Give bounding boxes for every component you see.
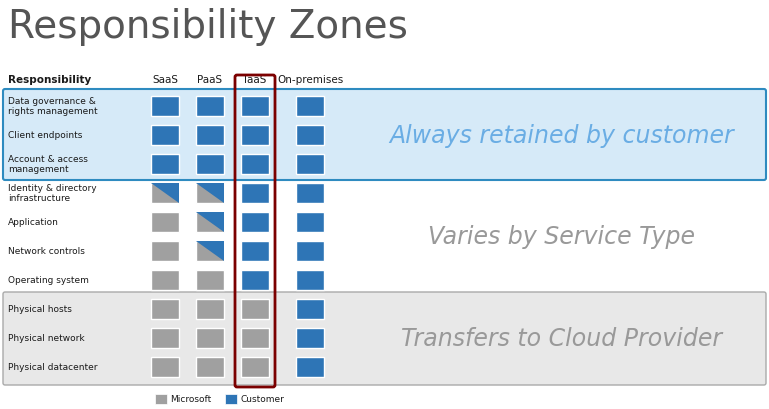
Bar xyxy=(196,96,224,116)
Text: IaaS: IaaS xyxy=(244,75,266,85)
Bar xyxy=(196,125,224,145)
Bar xyxy=(241,241,269,261)
Bar xyxy=(296,270,324,290)
Text: Physical hosts: Physical hosts xyxy=(8,304,72,313)
FancyBboxPatch shape xyxy=(3,90,766,180)
Bar xyxy=(155,394,167,404)
Text: Responsibility: Responsibility xyxy=(8,75,92,85)
Text: On-premises: On-premises xyxy=(277,75,343,85)
Bar xyxy=(225,394,237,404)
Bar xyxy=(151,328,179,348)
Bar xyxy=(241,328,269,348)
Bar xyxy=(151,299,179,319)
Text: Physical network: Physical network xyxy=(8,333,85,342)
Text: Identity & directory
infrastructure: Identity & directory infrastructure xyxy=(8,183,97,203)
Bar xyxy=(151,270,179,290)
Bar xyxy=(196,154,224,174)
Bar xyxy=(151,357,179,377)
Bar xyxy=(241,357,269,377)
Text: Always retained by customer: Always retained by customer xyxy=(390,123,734,147)
Bar xyxy=(296,328,324,348)
Text: Account & access
management: Account & access management xyxy=(8,155,88,174)
FancyBboxPatch shape xyxy=(3,292,766,385)
Bar xyxy=(151,183,179,203)
Polygon shape xyxy=(196,241,224,261)
Bar xyxy=(241,212,269,232)
Text: Physical datacenter: Physical datacenter xyxy=(8,362,98,371)
Bar xyxy=(151,125,179,145)
Bar xyxy=(241,270,269,290)
Bar xyxy=(241,96,269,116)
Polygon shape xyxy=(196,212,224,232)
Bar xyxy=(241,125,269,145)
Bar xyxy=(196,357,224,377)
Text: Application: Application xyxy=(8,218,59,227)
Text: Responsibility Zones: Responsibility Zones xyxy=(8,8,408,46)
Bar xyxy=(296,241,324,261)
Bar xyxy=(151,241,179,261)
Text: Customer: Customer xyxy=(240,395,284,404)
Bar xyxy=(196,299,224,319)
Bar xyxy=(196,212,224,232)
Bar xyxy=(296,299,324,319)
Text: Data governance &
rights management: Data governance & rights management xyxy=(8,97,98,116)
Bar xyxy=(196,241,224,261)
Bar xyxy=(296,212,324,232)
Text: PaaS: PaaS xyxy=(198,75,222,85)
Bar xyxy=(151,96,179,116)
Bar xyxy=(196,270,224,290)
Bar xyxy=(296,96,324,116)
Polygon shape xyxy=(151,183,179,203)
Bar xyxy=(151,212,179,232)
Bar xyxy=(196,328,224,348)
Text: Varies by Service Type: Varies by Service Type xyxy=(428,225,695,248)
Text: SaaS: SaaS xyxy=(152,75,178,85)
Bar xyxy=(296,125,324,145)
Text: Microsoft: Microsoft xyxy=(170,395,211,404)
Text: Client endpoints: Client endpoints xyxy=(8,131,82,139)
Bar xyxy=(151,154,179,174)
Bar xyxy=(196,183,224,203)
Bar xyxy=(241,154,269,174)
Text: Transfers to Cloud Provider: Transfers to Cloud Provider xyxy=(401,327,723,351)
Text: Operating system: Operating system xyxy=(8,275,89,284)
Bar xyxy=(296,357,324,377)
Bar xyxy=(296,183,324,203)
Bar xyxy=(241,299,269,319)
Bar xyxy=(241,183,269,203)
Text: Network controls: Network controls xyxy=(8,246,85,255)
Polygon shape xyxy=(196,183,224,203)
Bar xyxy=(296,154,324,174)
